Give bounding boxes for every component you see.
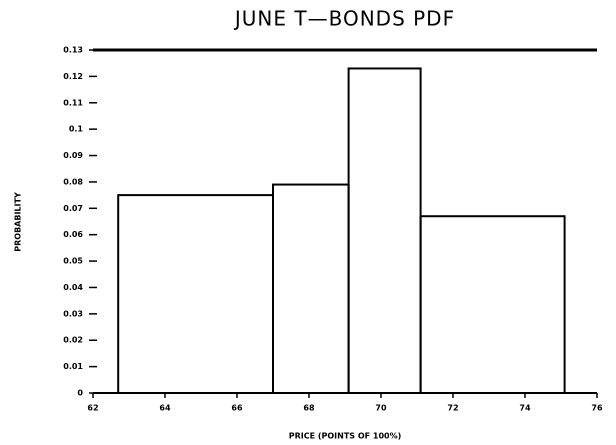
x-tick-label: 66	[231, 404, 243, 413]
y-tick-label: 0.09	[63, 151, 83, 160]
y-tick-label: 0.13	[63, 46, 83, 55]
y-tick-label: 0.11	[63, 98, 83, 107]
y-tick-label: 0.07	[63, 204, 83, 213]
x-tick-label: 62	[87, 404, 98, 413]
y-tick-label: 0.12	[63, 72, 83, 81]
y-tick-label: 0.04	[63, 283, 83, 292]
y-tick-label: 0.05	[63, 257, 83, 266]
y-tick-label: 0.06	[63, 230, 83, 239]
x-tick-label: 68	[303, 404, 315, 413]
x-axis-label: PRICE (POINTS OF 100%)	[289, 432, 402, 441]
x-tick-label: 64	[159, 404, 171, 413]
y-axis-label: PROBABILITY	[14, 192, 23, 252]
bar	[272, 183, 350, 394]
y-tick-label: 0.08	[63, 177, 83, 186]
x-tick-label: 70	[375, 404, 387, 413]
bar	[419, 215, 566, 394]
chart-title: JUNE T—BONDS PDF	[233, 7, 455, 31]
y-tick-label: 0.1	[69, 125, 84, 134]
x-tick-label: 76	[591, 404, 603, 413]
bar	[117, 194, 274, 394]
x-tick-label: 72	[447, 404, 458, 413]
bar	[347, 67, 422, 394]
y-tick-label: 0.02	[63, 336, 83, 345]
y-tick-label: 0.01	[63, 362, 83, 371]
x-tick-label: 74	[519, 404, 531, 413]
y-tick-label: 0	[77, 389, 83, 398]
y-tick-label: 0.03	[63, 309, 83, 318]
